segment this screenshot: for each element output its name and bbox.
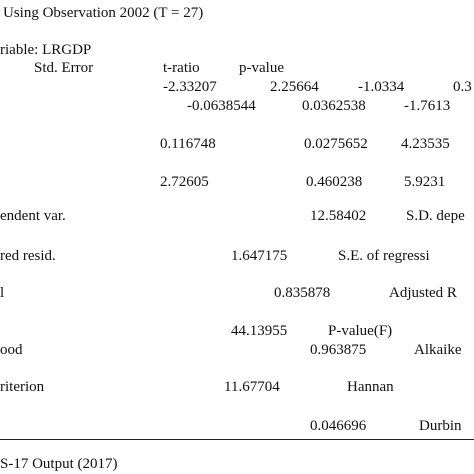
dependent-variable-label: riable: LRGDP (0, 42, 92, 58)
coef-row3-value: 0.116748 (160, 136, 216, 152)
coef-row1-value: 0.3 (453, 79, 472, 95)
sum-squared-resid-label: red resid. (0, 248, 56, 264)
p-value-header: p-value (239, 60, 284, 76)
schwarz-criterion-label: riterion (0, 379, 45, 395)
p-value-f-label: P-value(F) (328, 323, 393, 339)
coef-row4-value: 5.9231 (404, 174, 446, 190)
coef-row1-value: 2.25664 (270, 79, 319, 95)
coef-row1-value: -2.33207 (163, 79, 217, 95)
r-squared-value: 0.835878 (274, 285, 331, 301)
log-likelihood-label: ood (0, 342, 23, 358)
log-likelihood-value: 0.963875 (310, 342, 367, 358)
hannan-quinn-label: Hannan (347, 379, 394, 395)
coef-row2-value: -1.7613 (404, 98, 451, 114)
f-statistic-value: 44.13955 (231, 323, 288, 339)
coef-row1-value: -1.0334 (358, 79, 405, 95)
r-squared-label: l (0, 285, 5, 301)
schwarz-criterion-value: 11.67704 (224, 379, 280, 395)
se-regression-label: S.E. of regressi (338, 248, 430, 264)
t-ratio-header: t-ratio (163, 60, 200, 76)
durbin-watson-label: Durbin (419, 418, 462, 434)
coef-row4-value: 2.72605 (160, 174, 209, 190)
adjusted-r-squared-label: Adjusted R (389, 285, 457, 301)
table-bottom-rule (0, 439, 474, 440)
coef-row3-value: 0.0275652 (304, 136, 368, 152)
mean-dependent-var-label: endent var. (0, 208, 66, 224)
coef-row2-value: 0.0362538 (302, 98, 366, 114)
coef-row4-value: 0.460238 (306, 174, 363, 190)
observation-range: Using Observation 2002 (T = 27) (3, 5, 204, 21)
source-note: S-17 Output (2017) (0, 456, 118, 472)
std-error-header: Std. Error (34, 60, 94, 76)
rho-value: 0.046696 (310, 418, 367, 434)
coef-row2-value: -0.0638544 (187, 98, 256, 114)
mean-dependent-var-value: 12.58402 (310, 208, 367, 224)
coef-row3-value: 4.23535 (401, 136, 450, 152)
sd-dependent-var-label: S.D. depe (406, 208, 465, 224)
sum-squared-resid-value: 1.647175 (231, 248, 288, 264)
akaike-criterion-label: Alkaike (414, 342, 462, 358)
